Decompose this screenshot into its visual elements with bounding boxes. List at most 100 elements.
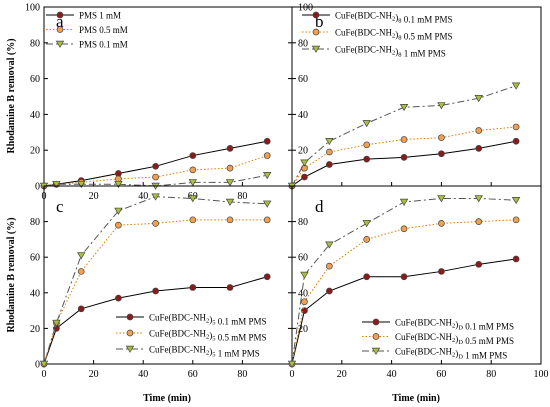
- series-line: [291, 85, 517, 187]
- data-point: [474, 195, 483, 203]
- legend-marker: [126, 329, 134, 337]
- data-point: [114, 207, 123, 215]
- legend-label-2: CuFe(BDC-NH2)8 0.5 mM PMS: [335, 28, 453, 42]
- x-tick-label: 0: [42, 369, 47, 380]
- data-point: [262, 200, 272, 208]
- y-tick-label: 40: [298, 288, 308, 299]
- plot-frame: [291, 185, 542, 365]
- y-tick-label: 100: [25, 3, 40, 14]
- legend-label-1: CuFe(BDC-NH2)D 0.1 mM PMS: [395, 318, 514, 332]
- series-3: [287, 82, 521, 190]
- data-point: [301, 307, 308, 314]
- data-point: [512, 255, 520, 263]
- x-axis-title-left: Time (min): [143, 393, 191, 404]
- panel-letter: d: [315, 197, 324, 216]
- data-point: [189, 216, 197, 224]
- series-line: [291, 197, 517, 365]
- x-tick-label: 20: [337, 369, 347, 380]
- series-line: [43, 140, 268, 187]
- legend-marker: [56, 11, 64, 19]
- x-tick-label: 40: [138, 191, 148, 202]
- data-point: [438, 134, 445, 142]
- legend-marker: [371, 347, 381, 355]
- data-point: [474, 95, 483, 103]
- data-point: [189, 284, 197, 291]
- data-point: [52, 180, 61, 189]
- legend: CuFe(BDC-NH2)8 0.1 mM PMS CuFe(BDC-NH2)8 …: [302, 11, 453, 59]
- data-point: [225, 179, 235, 187]
- data-point: [326, 161, 333, 168]
- data-point: [437, 102, 446, 110]
- x-tick-label: 60: [188, 369, 198, 380]
- data-point: [152, 162, 159, 170]
- data-point: [325, 241, 334, 249]
- panel-letter: c: [56, 197, 64, 216]
- y-tick-label: 40: [30, 288, 40, 299]
- series-2: [288, 216, 520, 368]
- data-point: [151, 193, 160, 201]
- x-tick-label: 40: [138, 369, 148, 380]
- legend-label-1: CuFe(BDC-NH2)5 0.1 mM PMS: [149, 313, 267, 327]
- series-line: [291, 140, 517, 187]
- y-tick-label: 0: [35, 182, 40, 193]
- data-point: [226, 164, 234, 172]
- data-point: [263, 152, 271, 159]
- data-point: [399, 104, 409, 112]
- data-point: [326, 262, 333, 270]
- y-tick-label: 80: [30, 38, 40, 49]
- series-3: [39, 193, 272, 368]
- series-3: [287, 195, 521, 368]
- panel-c: 0 20 40 60 80 0 20 40 60 80 c CuFe(BDC-NH2)5 0.1 mM…: [30, 185, 293, 380]
- legend: CuFe(BDC-NH2)D 0.1 mM PMSCuFe(BDC-NH2)D …: [362, 318, 514, 361]
- data-point: [399, 198, 409, 206]
- data-point: [152, 173, 159, 181]
- data-point: [438, 150, 445, 158]
- data-point: [475, 218, 483, 225]
- data-point: [475, 145, 483, 152]
- data-point: [512, 216, 520, 224]
- data-point: [226, 145, 234, 152]
- y-tick-label: 0: [35, 360, 40, 371]
- legend-marker: [55, 40, 65, 48]
- x-tick-label: 20: [89, 369, 99, 380]
- x-tick-label: 20: [89, 191, 99, 202]
- legend-label-2: PMS 0.5 mM: [79, 25, 128, 35]
- series-line: [43, 276, 268, 365]
- legend-marker: [372, 333, 380, 340]
- data-point: [76, 180, 86, 189]
- data-point: [325, 138, 334, 146]
- x-tick-label: 80: [486, 369, 496, 380]
- data-point: [226, 284, 234, 291]
- x-axis-title-right: Time (min): [392, 393, 440, 404]
- legend-marker: [125, 345, 135, 353]
- series-1: [288, 255, 520, 368]
- data-point: [115, 175, 122, 183]
- data-point: [511, 82, 521, 90]
- data-point: [39, 360, 49, 368]
- panel-letter: b: [315, 12, 324, 31]
- data-point: [77, 305, 85, 313]
- legend-label-1: CuFe(BDC-NH2)8 0.1 mM PMS: [335, 11, 453, 25]
- data-point: [77, 268, 85, 275]
- legend-marker: [311, 45, 321, 53]
- y-tick-label: 80: [298, 217, 308, 228]
- data-point: [475, 127, 483, 134]
- data-point: [287, 360, 297, 368]
- data-point: [300, 271, 309, 279]
- y-tick-label: 40: [298, 110, 308, 121]
- data-point: [400, 273, 408, 281]
- panel-d: 20 40 60 80 0 20 40 60 80 100 d CuFe(BDC-NH2)D 0.1 …: [287, 185, 549, 380]
- y-tick-label: 60: [30, 253, 40, 264]
- y-axis-title-bottom: Rhodamine B removal (%): [6, 217, 17, 332]
- data-point: [326, 148, 333, 156]
- legend-marker: [312, 28, 320, 36]
- data-point: [152, 287, 159, 295]
- data-point: [363, 155, 371, 163]
- y-tick-label: 20: [30, 146, 40, 157]
- y-tick-label: 60: [298, 253, 308, 264]
- data-point: [475, 260, 483, 268]
- data-point: [189, 166, 197, 174]
- data-point: [437, 195, 446, 203]
- data-point: [363, 273, 371, 281]
